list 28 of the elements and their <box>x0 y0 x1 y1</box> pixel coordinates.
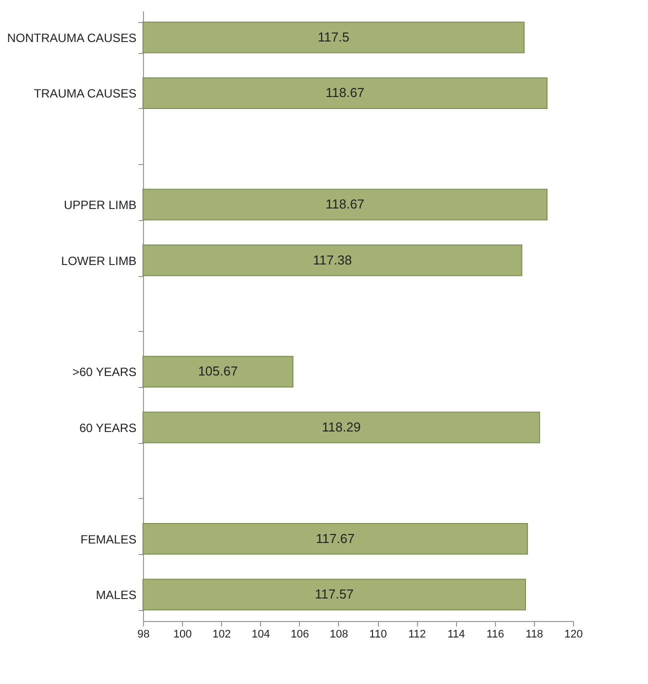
x-tick-label: 108 <box>330 628 348 640</box>
y-tick-label: 60 YEARS <box>79 420 136 435</box>
y-tick-label: MALES <box>96 588 136 602</box>
y-tick-label: NONTRAUMA CAUSES <box>7 30 136 45</box>
y-tick-label: TRAUMA CAUSES <box>34 86 136 101</box>
data-label: 117.5 <box>318 29 350 44</box>
data-label: 118.67 <box>326 85 364 100</box>
data-label: 105.67 <box>198 364 238 379</box>
y-tick-label: LOWER LIMB <box>61 254 136 268</box>
y-tick-label: UPPER LIMB <box>64 198 136 212</box>
x-tick-label: 116 <box>486 628 504 640</box>
x-tick-label: 114 <box>447 628 465 640</box>
y-tick-label: >60 YEARS <box>72 365 136 380</box>
data-label: 117.38 <box>312 252 352 268</box>
x-tick-label: 104 <box>252 628 270 640</box>
x-tick-label: 100 <box>173 628 192 640</box>
x-tick-label: 120 <box>564 628 583 640</box>
data-label: 118.29 <box>322 419 361 434</box>
data-label: 117.57 <box>314 586 354 602</box>
data-label: 117.67 <box>316 530 355 546</box>
x-tick-label: 118 <box>526 628 544 640</box>
x-tick-label: 112 <box>408 628 426 640</box>
data-label: 118.67 <box>326 196 364 212</box>
x-tick-label: 106 <box>290 628 310 640</box>
x-tick-label: 98 <box>137 628 150 640</box>
y-tick-label: FEMALES <box>80 532 136 546</box>
x-tick-label: 102 <box>212 628 231 640</box>
x-tick-label: 110 <box>369 628 387 640</box>
